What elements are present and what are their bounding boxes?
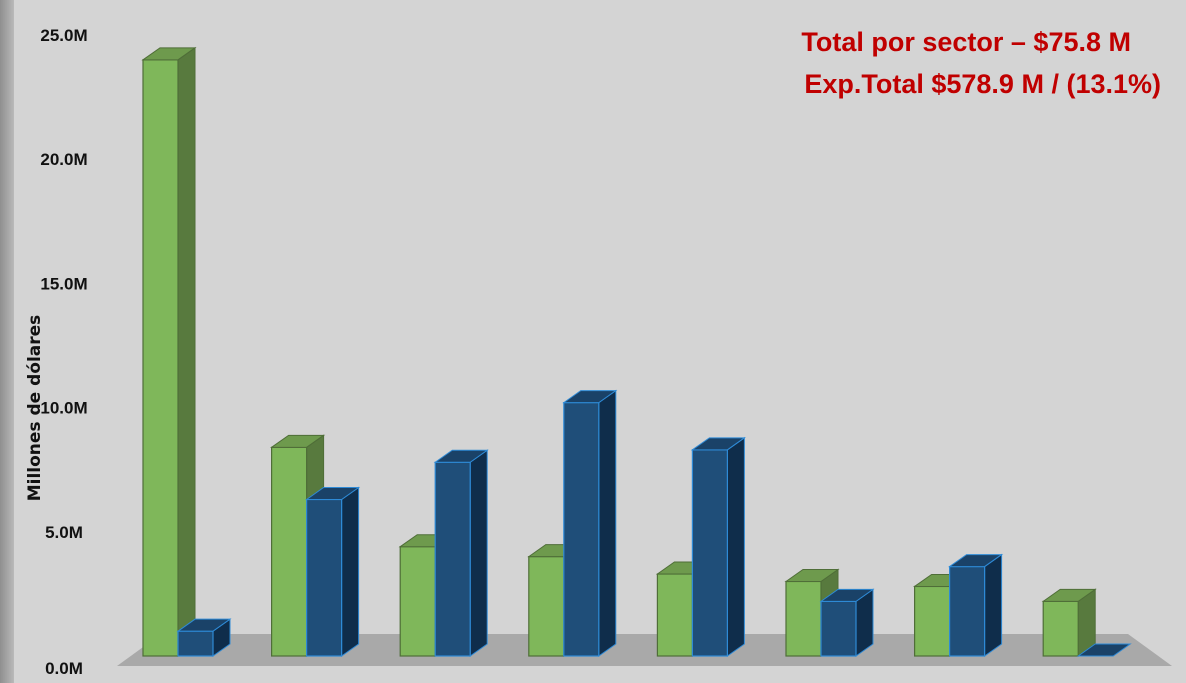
left-edge-decoration xyxy=(0,0,14,683)
y-tick-label: 10.0M xyxy=(40,399,87,418)
y-tick-label: 20.0M xyxy=(40,150,87,169)
bar xyxy=(176,618,232,657)
bar xyxy=(141,46,197,657)
bar xyxy=(819,588,875,657)
bar xyxy=(433,449,489,657)
bar xyxy=(690,436,746,657)
bar xyxy=(1076,643,1132,657)
bar xyxy=(562,389,618,657)
bar xyxy=(948,553,1004,657)
y-tick-label: 0.0M xyxy=(45,659,83,678)
bar xyxy=(1041,588,1097,657)
y-tick-label: 25.0M xyxy=(40,26,87,45)
y-tick-label: 5.0M xyxy=(45,523,83,542)
y-axis-label: Millones de dólares xyxy=(25,315,45,502)
chart-floor xyxy=(117,634,1172,666)
y-tick-label: 15.0M xyxy=(40,274,87,293)
bar xyxy=(305,486,361,657)
annotation-line-2: Exp.Total $578.9 M / (13.1%) xyxy=(804,69,1161,99)
annotation-line-1: Total por sector – $75.8 M xyxy=(801,27,1131,57)
